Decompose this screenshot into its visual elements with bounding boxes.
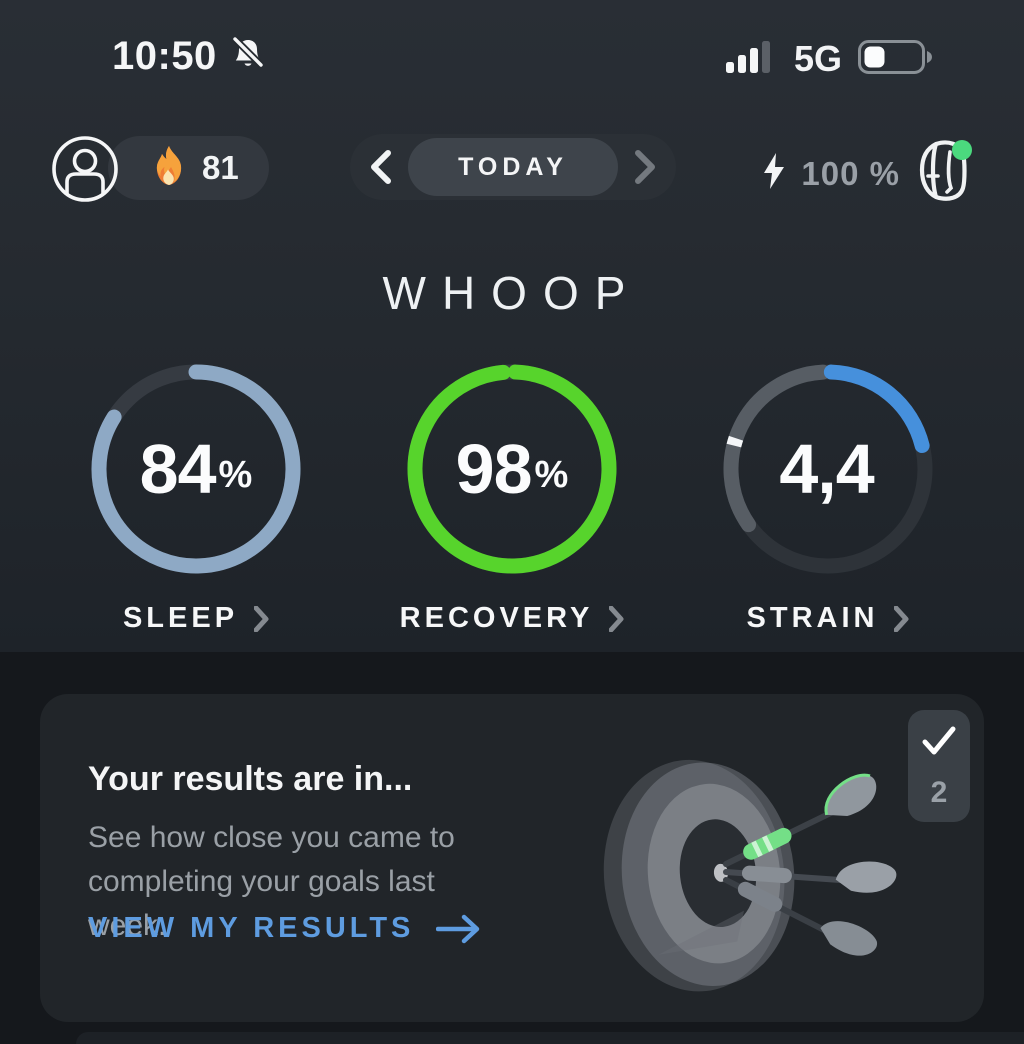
badge-count: 2 bbox=[930, 776, 948, 809]
metrics-row: 84% SLEEP 98% RECOVERY 4,4 bbox=[0, 364, 1024, 635]
today-pill[interactable]: TODAY bbox=[408, 138, 618, 196]
results-count-badge[interactable]: 2 bbox=[908, 710, 970, 822]
chevron-right-icon bbox=[635, 150, 655, 184]
strain-label: STRAIN bbox=[746, 602, 879, 634]
bell-slash-icon bbox=[229, 35, 267, 78]
sleep-label: SLEEP bbox=[122, 602, 239, 634]
battery-icon bbox=[858, 39, 934, 80]
signal-bars-icon bbox=[725, 40, 778, 79]
recovery-unit: % bbox=[534, 453, 569, 496]
streak-count: 81 bbox=[202, 149, 239, 186]
home-top-section bbox=[0, 0, 1024, 652]
device-battery-status[interactable]: 100 % bbox=[761, 136, 976, 211]
flame-icon bbox=[152, 145, 186, 192]
view-results-label: VIEW MY RESULTS bbox=[88, 912, 415, 944]
today-label: TODAY bbox=[458, 152, 568, 181]
day-navigation: TODAY bbox=[350, 134, 676, 200]
strain-gauge[interactable]: 4,4 STRAIN bbox=[723, 364, 933, 635]
card-subtitle: See how close you came to completing you… bbox=[88, 821, 455, 942]
sleep-ring: 84% bbox=[91, 364, 301, 574]
whoop-logo: WHOOP bbox=[382, 267, 642, 319]
weekly-results-card[interactable]: Your results are in... See how close you… bbox=[40, 694, 984, 1022]
chevron-right-icon bbox=[254, 605, 269, 632]
prev-day-button[interactable] bbox=[350, 134, 412, 200]
streak-pill[interactable]: 81 bbox=[108, 136, 269, 200]
recovery-value: 98 bbox=[455, 430, 533, 508]
header-row: 81 TODAY 100 % bbox=[0, 130, 1024, 210]
sleep-value: 84 bbox=[139, 430, 217, 508]
recovery-label: RECOVERY bbox=[399, 602, 594, 634]
sleep-unit: % bbox=[218, 453, 253, 496]
sleep-label-row[interactable]: SLEEP bbox=[123, 602, 269, 635]
recovery-ring: 98% bbox=[407, 364, 617, 574]
chevron-right-icon bbox=[609, 605, 624, 632]
recovery-label-row[interactable]: RECOVERY bbox=[400, 602, 625, 635]
profile-avatar-button[interactable] bbox=[50, 134, 120, 204]
clock: 10:50 bbox=[112, 34, 217, 78]
device-battery-percent: 100 % bbox=[801, 154, 900, 192]
chevron-left-icon bbox=[371, 150, 391, 184]
status-bar-right: 5G bbox=[725, 38, 934, 80]
network-type-label: 5G bbox=[793, 38, 842, 79]
card-title: Your results are in... bbox=[88, 760, 413, 798]
recovery-gauge[interactable]: 98% RECOVERY bbox=[400, 364, 624, 635]
strain-value: 4,4 bbox=[779, 430, 874, 508]
bolt-icon bbox=[761, 152, 787, 195]
dartboard-illustration bbox=[590, 714, 930, 1014]
status-bar-left: 10:50 bbox=[112, 34, 267, 79]
chevron-right-icon bbox=[894, 605, 909, 632]
check-icon bbox=[922, 726, 956, 755]
sleep-gauge[interactable]: 84% SLEEP bbox=[91, 364, 301, 635]
next-day-button[interactable] bbox=[614, 134, 676, 200]
strain-label-row[interactable]: STRAIN bbox=[747, 602, 910, 635]
strain-ring: 4,4 bbox=[723, 364, 933, 574]
arrow-right-icon bbox=[436, 914, 480, 943]
whoop-strap-icon bbox=[914, 136, 976, 211]
next-card-peek bbox=[76, 1032, 1024, 1044]
view-results-link[interactable]: VIEW MY RESULTS bbox=[88, 912, 482, 945]
